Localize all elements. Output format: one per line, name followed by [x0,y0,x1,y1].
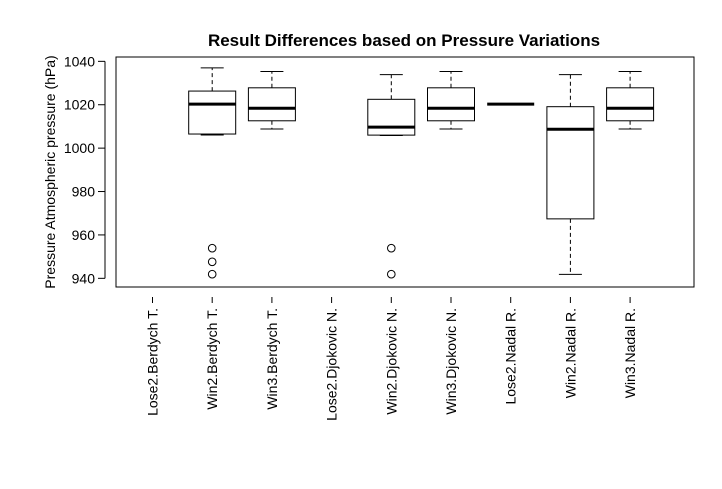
chart-title: Result Differences based on Pressure Var… [208,31,600,50]
x-tick-label: Win3.Djokovic N. [443,308,459,415]
box-iqr [606,87,655,122]
y-tick-label: 980 [72,184,96,200]
box-iqr [427,87,475,122]
y-tick-label: 1000 [64,140,95,156]
box-iqr [546,106,595,220]
box-iqr [188,90,237,135]
y-tick-label: 1040 [64,53,95,69]
y-tick-label: 960 [72,227,96,243]
box-2 [188,67,237,279]
outlier-point [387,269,396,279]
x-tick-label: Win3.Berdych T. [264,308,280,410]
x-axis-labels: Lose2.Berdych T. Win2.Berdych T. Win3.Berd… [145,297,638,421]
boxes-layer [188,67,655,279]
box-iqr [367,98,416,136]
x-tick-label: Win2.Nadal R. [562,308,578,398]
outlier-point [207,243,217,253]
box-8 [546,74,595,275]
box-9 [606,71,655,130]
box-iqr [247,87,296,122]
box-5 [367,74,416,279]
x-tick-label: Win2.Berdych T. [204,308,220,410]
y-axis: 940 960 980 1000 1020 1040 [64,53,106,286]
x-tick-label: Lose2.Nadal R. [503,308,519,405]
outlier-point [387,243,396,253]
plot-frame [115,56,695,288]
box-3 [247,71,296,130]
x-tick-label: Lose2.Berdych T. [145,308,161,416]
outlier-point [207,269,217,279]
x-tick-label: Lose2.Djokovic N. [324,308,340,421]
box-6 [427,71,475,130]
x-tick-label: Win2.Djokovic N. [383,308,399,415]
y-axis-label: Pressure Atmospheric pressure (hPa) [42,55,58,288]
y-tick-label: 1020 [64,97,95,113]
y-tick-label: 940 [72,270,96,286]
x-tick-label: Win3.Nadal R. [622,308,638,398]
outlier-point [207,257,217,267]
